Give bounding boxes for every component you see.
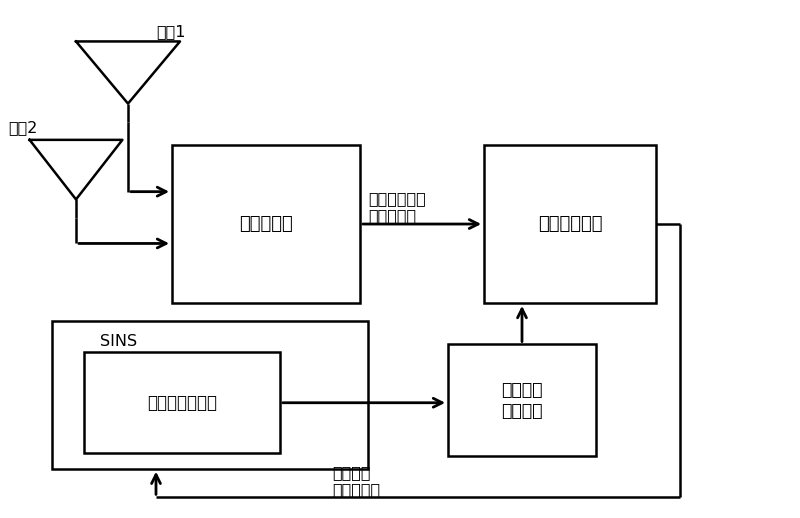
Text: 陀螺、加速度计: 陀螺、加速度计	[147, 394, 217, 412]
Bar	[52, 321, 368, 469]
Text: 速度校正
姿态角校正: 速度校正 姿态角校正	[332, 465, 380, 497]
Bar	[448, 344, 596, 456]
Text: SINS: SINS	[100, 334, 137, 349]
Bar	[84, 352, 280, 453]
Text: 位置、速度、
多普勒频移: 位置、速度、 多普勒频移	[368, 191, 426, 223]
Bar	[172, 145, 360, 303]
Text: 卡尔曼滤波器: 卡尔曼滤波器	[538, 215, 602, 233]
Text: 天线1: 天线1	[156, 24, 186, 39]
Polygon shape	[30, 140, 122, 199]
Text: 卫星接收机: 卫星接收机	[239, 215, 293, 233]
Bar	[484, 145, 656, 303]
Text: 天线2: 天线2	[8, 120, 38, 135]
Text: 误差状态
方程计算: 误差状态 方程计算	[502, 381, 542, 420]
Polygon shape	[76, 41, 180, 104]
